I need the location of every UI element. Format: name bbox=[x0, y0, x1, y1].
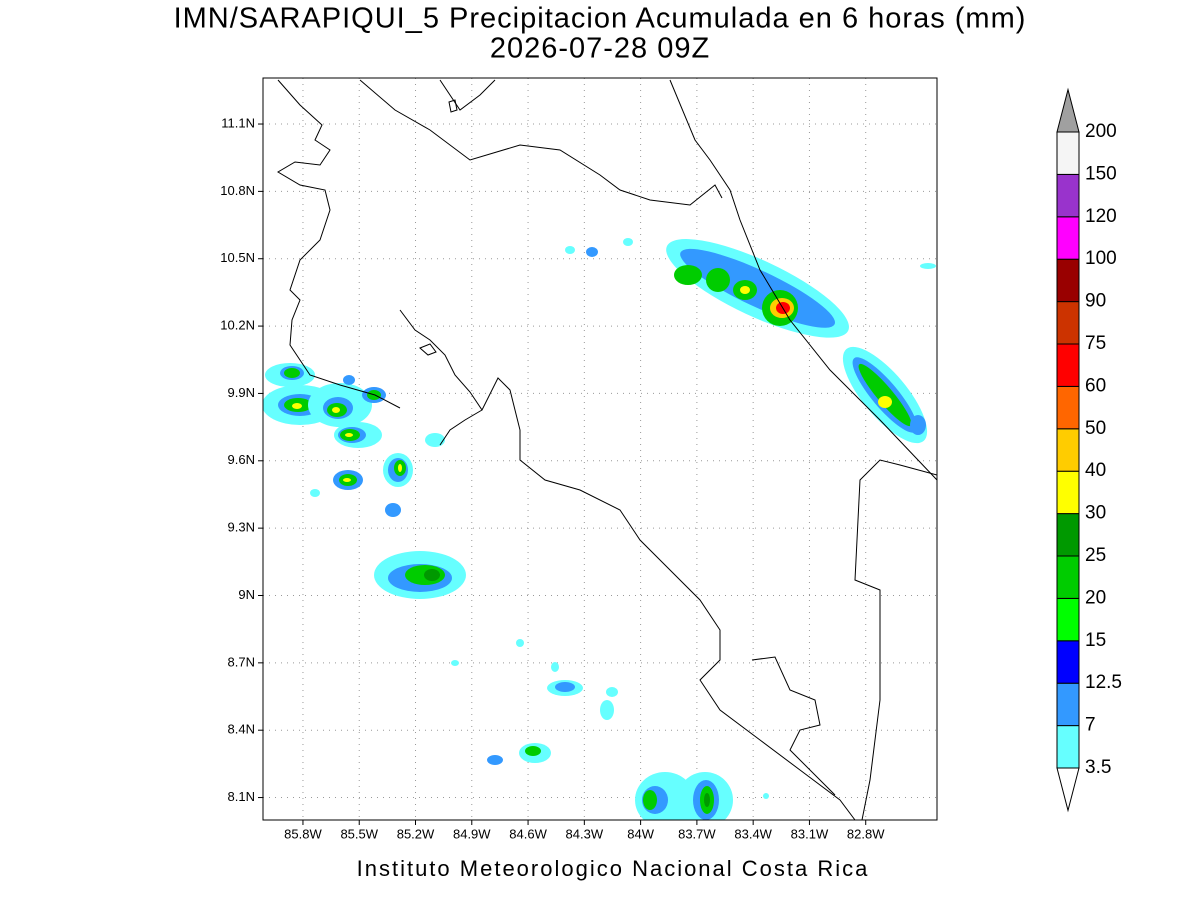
colorbar-label: 40 bbox=[1085, 460, 1106, 481]
colorbar-label: 90 bbox=[1085, 291, 1106, 312]
x-tick-label: 83.1W bbox=[791, 826, 829, 841]
subtitle: 2026-07-28 09Z bbox=[490, 33, 710, 65]
colorbar: 3.5 7 12.5 15 20 25 30 40 50 60 75 90 100 120 150 200 bbox=[1056, 87, 1122, 813]
x-tick-label: 84.9W bbox=[453, 826, 491, 841]
colorbar-label: 50 bbox=[1085, 418, 1106, 439]
colorbar-segment bbox=[1056, 597, 1080, 642]
footer: Instituto Meteorologico Nacional Costa R… bbox=[357, 856, 870, 881]
colorbar-segment bbox=[1056, 258, 1080, 303]
colorbar-label: 200 bbox=[1085, 121, 1117, 142]
x-tick-label: 83.4W bbox=[734, 826, 772, 841]
precipitation bbox=[263, 79, 937, 820]
y-tick-label: 8.7N bbox=[228, 654, 255, 669]
y-tick-label: 9.3N bbox=[228, 520, 255, 535]
colorbar-segment bbox=[1056, 640, 1080, 684]
colorbar-segment bbox=[1056, 555, 1080, 599]
y-tick-label: 10.2N bbox=[220, 318, 255, 333]
colorbar-label: 60 bbox=[1085, 375, 1106, 396]
grid bbox=[263, 78, 937, 820]
rain-cell bbox=[263, 238, 936, 820]
x-tick-label: 85.8W bbox=[284, 826, 322, 841]
colorbar-label: 7 bbox=[1085, 715, 1096, 736]
colorbar-segment bbox=[1056, 173, 1080, 218]
x-tick-label: 84W bbox=[627, 826, 654, 841]
ticks: 85.8W 85.5W 85.2W 84.9W 84.6W 84.3W 84W 83.7W 83… bbox=[220, 115, 885, 841]
colorbar-label: 3.5 bbox=[1085, 757, 1111, 778]
map-frame bbox=[262, 77, 938, 821]
colorbar-segment bbox=[1056, 216, 1080, 260]
colorbar-segment bbox=[1056, 428, 1080, 472]
x-tick-label: 85.5W bbox=[340, 826, 378, 841]
x-tick-label: 82.8W bbox=[847, 826, 885, 841]
colorbar-label: 20 bbox=[1085, 587, 1106, 608]
y-tick-label: 11.1N bbox=[221, 115, 255, 130]
y-tick-label: 8.4N bbox=[228, 722, 255, 737]
colorbar-label: 75 bbox=[1085, 333, 1106, 354]
colorbar-label: 25 bbox=[1085, 545, 1106, 566]
coastlines bbox=[277, 79, 937, 820]
y-tick-label: 10.8N bbox=[220, 183, 255, 198]
title: IMN/SARAPIQUI_5 Precipitacion Acumulada … bbox=[174, 3, 1027, 35]
y-tick-label: 8.1N bbox=[228, 789, 255, 804]
colorbar-segment bbox=[1056, 301, 1080, 345]
x-tick-label: 84.6W bbox=[509, 826, 547, 841]
colorbar-label: 12.5 bbox=[1085, 672, 1122, 693]
colorbar-segment bbox=[1056, 682, 1080, 727]
colorbar-segment bbox=[1056, 343, 1080, 387]
colorbar-label: 150 bbox=[1085, 163, 1117, 184]
x-tick-label: 84.3W bbox=[566, 826, 604, 841]
colorbar-segment bbox=[1056, 470, 1080, 515]
y-tick-label: 9.6N bbox=[228, 452, 255, 467]
x-tick-label: 83.7W bbox=[678, 826, 716, 841]
colorbar-segment bbox=[1056, 385, 1080, 430]
colorbar-label: 15 bbox=[1085, 630, 1106, 651]
colorbar-label: 30 bbox=[1085, 503, 1106, 524]
x-tick-label: 85.2W bbox=[397, 826, 435, 841]
colorbar-segment bbox=[1056, 725, 1080, 769]
colorbar-label: 120 bbox=[1085, 206, 1117, 227]
y-tick-label: 10.5N bbox=[220, 250, 255, 265]
y-tick-label: 9.9N bbox=[228, 385, 255, 400]
colorbar-segment bbox=[1056, 513, 1080, 557]
colorbar-over bbox=[1056, 87, 1080, 133]
y-tick-label: 9N bbox=[238, 587, 255, 602]
colorbar-segment bbox=[1056, 131, 1080, 175]
colorbar-label: 100 bbox=[1085, 248, 1117, 269]
